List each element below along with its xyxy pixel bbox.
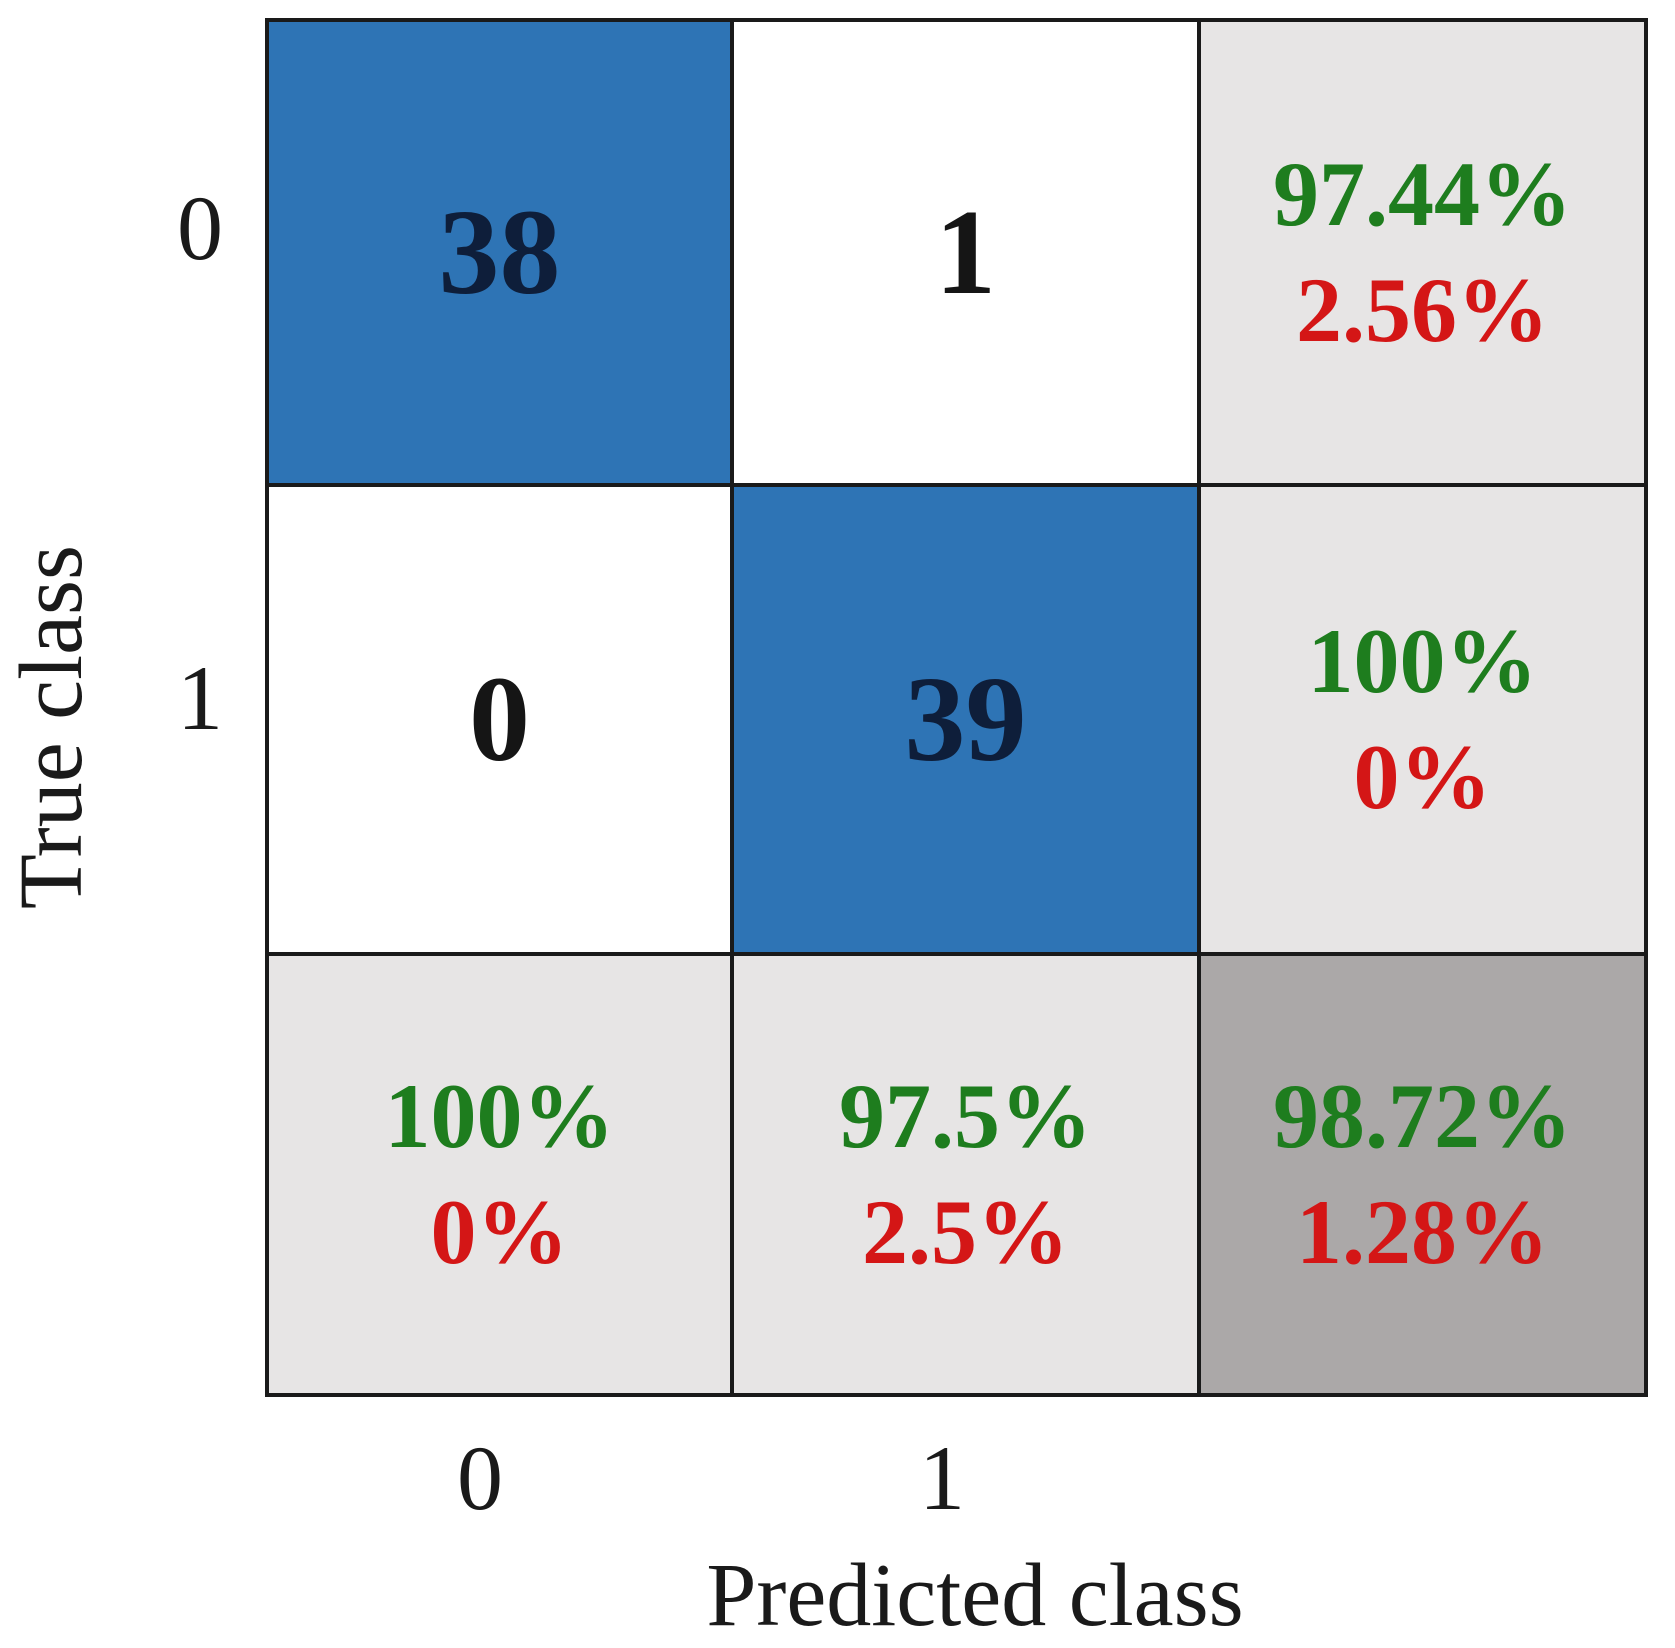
y-axis-title: True class — [2, 544, 101, 910]
overall-correct-pct: 98.72% — [1273, 1064, 1572, 1167]
cell-overall-accuracy: 98.72% 1.28% — [1201, 956, 1644, 1393]
cell-count: 0 — [469, 651, 530, 787]
y-tick-true-1: 1 — [177, 647, 223, 749]
x-tick-pred-1: 1 — [919, 1427, 965, 1529]
y-tick-true-0: 0 — [177, 177, 223, 279]
cell-true1-pred1: 39 — [734, 487, 1201, 956]
cell-count: 1 — [935, 184, 996, 320]
cell-true0-pred1: 1 — [734, 22, 1201, 487]
x-axis-title: Predicted class — [706, 1546, 1244, 1645]
cell-col1-summary: 97.5% 2.5% — [734, 956, 1201, 1393]
col1-correct-pct: 97.5% — [839, 1064, 1092, 1167]
x-tick-pred-0: 0 — [457, 1427, 503, 1529]
row1-correct-pct: 100% — [1307, 609, 1538, 712]
cell-true1-pred0: 0 — [269, 487, 734, 956]
confusion-matrix-grid: 38 1 97.44% 2.56% 0 39 100% 0% 100% 0% 9… — [265, 18, 1648, 1397]
cell-true0-pred0: 38 — [269, 22, 734, 487]
cell-row1-summary: 100% 0% — [1201, 487, 1644, 956]
col1-incorrect-pct: 2.5% — [862, 1180, 1069, 1283]
row0-correct-pct: 97.44% — [1273, 142, 1572, 245]
cell-count: 38 — [438, 184, 561, 320]
col0-incorrect-pct: 0% — [430, 1180, 569, 1283]
overall-incorrect-pct: 1.28% — [1296, 1180, 1549, 1283]
row0-incorrect-pct: 2.56% — [1296, 258, 1549, 361]
cell-count: 39 — [904, 651, 1027, 787]
cell-row0-summary: 97.44% 2.56% — [1201, 22, 1644, 487]
cell-col0-summary: 100% 0% — [269, 956, 734, 1393]
col0-correct-pct: 100% — [384, 1064, 615, 1167]
row1-incorrect-pct: 0% — [1353, 725, 1492, 828]
